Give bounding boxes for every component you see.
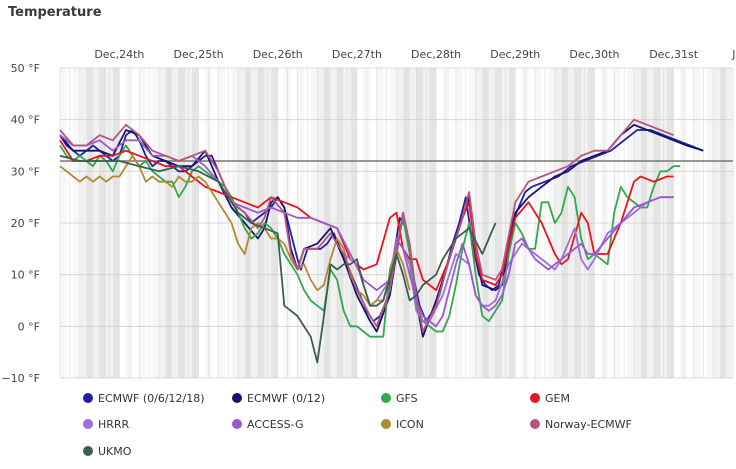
legend-item-hrrr[interactable]: HRRR [83,418,130,431]
legend-label: GFS [396,392,418,405]
y-tick-label: 40 °F [11,114,40,127]
series-lines [59,118,704,364]
series-line-gfs [59,144,681,338]
legend-swatch [530,393,540,403]
y-tick-label: 20 °F [11,217,40,230]
y-tick-label: 10 °F [11,269,40,282]
legend-label: HRRR [98,418,130,431]
legend-item-norway-ecmwf[interactable]: Norway-ECMWF [530,418,632,431]
legend-swatch [83,446,93,456]
x-tick-label: Dec,30th [569,48,619,61]
series-line-norway-ecmwf [59,118,674,333]
series-line-access-g [59,134,674,328]
x-tick-label: Dec,25th [174,48,224,61]
legend-swatch [530,419,540,429]
x-axis-ticks: Dec,24th Dec,25th Dec,26th Dec,27th Dec,28th… [94,48,736,61]
chart-title: Temperature [8,5,102,20]
legend-label: GEM [545,392,570,405]
x-tick-label: Dec,27th [332,48,382,61]
legend-label: ICON [396,418,424,431]
x-tick-label: Jan, 1st [731,48,736,61]
x-tick-label: Dec,31st [649,48,699,61]
legend-label: UKMO [98,445,132,458]
x-tick-label: Dec,26th [253,48,303,61]
y-tick-label: 50 °F [11,62,40,75]
legend-swatch [83,393,93,403]
legend-swatch [381,393,391,403]
legend-label: ACCESS-G [247,418,304,431]
legend-label: ECMWF (0/6/12/18) [98,392,205,405]
series-line-ecmwf-0-12 [59,123,704,338]
x-tick-label: Dec,29th [490,48,540,61]
y-axis-ticks: 50 °F 40 °F 30 °F 20 °F 10 °F 0 °F −10 °F [1,62,40,385]
x-tick-label: Dec,28th [411,48,461,61]
legend-label: ECMWF (0/12) [247,392,325,405]
legend[interactable]: ECMWF (0/6/12/18) ECMWF (0/12) GFS GEM HRRR A… [83,392,632,458]
legend-swatch [83,419,93,429]
series-line-ukmo [59,154,497,364]
legend-label: Norway-ECMWF [545,418,632,431]
horizontal-gridlines [60,67,733,379]
legend-swatch [381,419,391,429]
legend-item-ecmwf-0-6-12-18[interactable]: ECMWF (0/6/12/18) [83,392,205,405]
x-tick-label: Dec,24th [94,48,144,61]
legend-item-icon[interactable]: ICON [381,418,424,431]
legend-swatch [232,393,242,403]
y-tick-label: 0 °F [18,320,40,333]
legend-item-ecmwf-0-12[interactable]: ECMWF (0/12) [232,392,325,405]
legend-item-access-g[interactable]: ACCESS-G [232,418,304,431]
y-tick-label: 30 °F [11,165,40,178]
legend-item-gfs[interactable]: GFS [381,392,418,405]
y-tick-label: −10 °F [1,372,40,385]
legend-item-ukmo[interactable]: UKMO [83,445,132,458]
legend-item-gem[interactable]: GEM [530,392,570,405]
legend-swatch [232,419,242,429]
